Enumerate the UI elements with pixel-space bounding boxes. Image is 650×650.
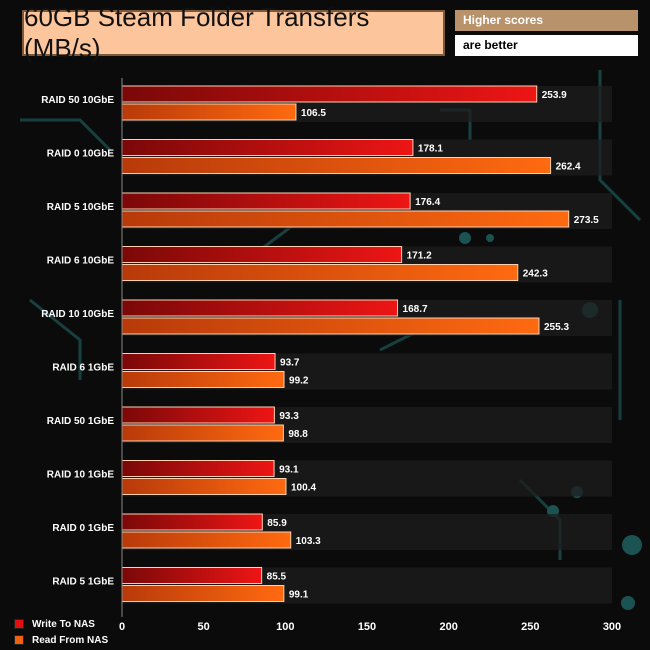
category-label: RAID 0 1GbE <box>52 523 114 534</box>
data-label: 273.5 <box>574 215 599 226</box>
bar-write <box>121 567 263 584</box>
bar-read <box>121 478 287 495</box>
bar-read <box>121 157 552 174</box>
category-label: RAID 5 10GbE <box>47 202 115 213</box>
bar-write <box>121 246 403 263</box>
category-label: RAID 0 10GbE <box>47 149 115 160</box>
data-label: 99.1 <box>289 590 309 601</box>
data-label: 100.4 <box>291 483 316 494</box>
category-label: RAID 6 1GbE <box>52 363 114 374</box>
bar-read <box>121 531 292 549</box>
bar-write <box>121 192 411 210</box>
bar-read <box>121 103 297 121</box>
bar-read <box>121 424 284 442</box>
legend-label-read: Read From NAS <box>32 634 109 646</box>
bar-write <box>121 460 275 477</box>
bar-read <box>121 371 285 388</box>
legend-item-write: Write To NAS <box>14 616 108 632</box>
bar-write <box>121 139 414 156</box>
data-label: 99.2 <box>289 376 309 387</box>
bar-write <box>121 406 275 424</box>
legend-item-read: Read From NAS <box>14 632 108 648</box>
data-label: 255.3 <box>544 322 569 333</box>
x-tick-label: 200 <box>439 621 457 633</box>
data-label: 171.2 <box>407 251 432 262</box>
data-label: 242.3 <box>523 269 548 280</box>
bar-write <box>121 299 399 317</box>
category-label: RAID 5 1GbE <box>52 577 114 588</box>
data-label: 262.4 <box>556 162 581 173</box>
legend-swatch-write <box>14 619 24 629</box>
data-label: 93.1 <box>279 465 299 476</box>
x-tick-label: 0 <box>119 621 125 633</box>
data-label: 85.9 <box>267 518 287 529</box>
legend: Write To NAS Read From NAS <box>14 616 108 648</box>
legend-label-write: Write To NAS <box>32 618 95 630</box>
bar-write <box>121 85 538 103</box>
bar-read <box>121 210 570 228</box>
bar-read <box>121 317 540 335</box>
bar-read <box>121 585 285 602</box>
bar-write <box>121 353 276 370</box>
data-label: 168.7 <box>403 304 428 315</box>
data-label: 176.4 <box>415 197 440 208</box>
bar-write <box>121 513 263 531</box>
data-label: 103.3 <box>296 536 321 547</box>
data-label: 93.7 <box>280 358 300 369</box>
category-label: RAID 50 1GbE <box>47 416 115 427</box>
x-tick-label: 100 <box>276 621 294 633</box>
data-label: 98.8 <box>288 429 308 440</box>
x-tick-label: 150 <box>358 621 376 633</box>
category-label: RAID 10 1GbE <box>47 470 115 481</box>
data-label: 85.5 <box>267 572 287 583</box>
note-higher-scores: Higher scores <box>455 10 638 31</box>
x-tick-label: 300 <box>603 621 621 633</box>
bar-read <box>121 264 519 281</box>
legend-swatch-read <box>14 635 24 645</box>
category-label: RAID 10 10GbE <box>41 309 114 320</box>
x-tick-label: 250 <box>521 621 539 633</box>
category-label: RAID 6 10GbE <box>47 256 115 267</box>
category-label: RAID 50 10GbE <box>41 95 114 106</box>
note-are-better: are better <box>455 35 638 56</box>
data-label: 93.3 <box>279 411 299 422</box>
x-tick-label: 50 <box>198 621 210 633</box>
data-label: 106.5 <box>301 108 326 119</box>
data-label: 178.1 <box>418 144 443 155</box>
data-label: 253.9 <box>542 90 567 101</box>
